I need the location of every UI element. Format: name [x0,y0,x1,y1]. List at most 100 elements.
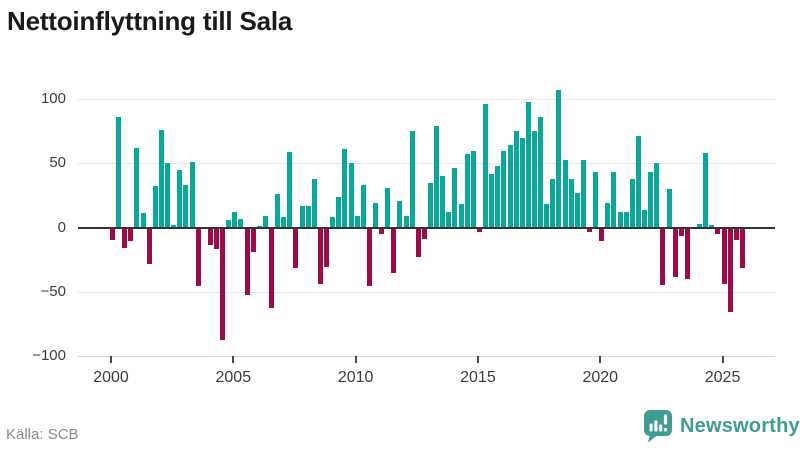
bar-2001-q2 [140,213,146,228]
bar-2024-q1 [697,223,703,228]
bar-2006-q3 [269,228,274,309]
bar-2004-q1 [207,228,213,246]
bar-2015-q1 [476,228,482,233]
bar-2002-q3 [171,224,177,228]
bar-2014-q1 [452,168,458,228]
bar-2007-q1 [281,217,287,228]
x-axis-label-2025: 2025 [704,369,741,386]
bar-2014-q3 [464,154,470,228]
bar-2019-q1 [574,192,580,228]
bar-2011-q2 [385,187,391,228]
bar-2022-q4 [666,189,672,228]
bar-2000-q2 [116,117,122,228]
newsworthy-icon [643,409,673,443]
bar-2009-q4 [348,163,354,228]
bar-2022-q1 [648,172,654,228]
bar-2023-q3 [684,228,690,279]
y-axis-label-0: 0 [57,218,66,236]
bar-2003-q1 [183,185,189,228]
bar-2006-q4 [275,194,281,228]
bar-2019-q4 [593,172,599,228]
bar-2013-q2 [434,126,440,228]
bar-2020-q2 [605,203,611,228]
bar-2018-q3 [562,159,568,228]
bar-2009-q1 [330,217,336,228]
gridline-y-50 [78,163,775,165]
bar-2019-q2 [580,159,586,228]
bar-2024-q3 [709,224,715,228]
zero-baseline [78,226,775,229]
bar-2009-q3 [342,149,348,228]
x-axis-tick-2025 [721,356,724,363]
bar-2012-q3 [415,228,421,257]
bar-2005-q4 [250,228,256,252]
x-axis-label-2000: 2000 [93,369,129,386]
x-axis-tick-2000 [110,356,112,363]
bar-2015-q3 [489,173,495,228]
bar-2020-q4 [617,212,623,228]
y-axis-label-50: 50 [49,154,66,172]
x-axis-tick-2015 [476,356,479,363]
bar-2008-q4 [324,228,330,267]
bar-2010-q1 [354,215,360,228]
bar-2018-q4 [568,178,574,228]
bar-2011-q3 [391,228,397,274]
bar-2012-q4 [421,228,427,239]
bar-2004-q4 [226,219,232,228]
y-axis-label--100: −100 [32,346,66,364]
bar-2017-q1 [525,101,531,228]
x-axis-tick-2020 [599,356,602,363]
bar-2013-q1 [428,182,433,228]
bar-2009-q2 [336,196,342,228]
bar-2011-q4 [397,200,403,228]
bar-2002-q2 [165,163,171,228]
bar-2020-q1 [599,228,605,242]
bar-2000-q3 [122,228,128,248]
bar-2016-q1 [501,150,507,228]
x-axis-tick-2005 [232,356,235,363]
chart-title: Nettoinflyttning till Sala [7,6,293,36]
bar-2014-q2 [458,204,464,228]
bar-2001-q1 [134,147,140,228]
bar-2022-q3 [660,228,666,285]
bar-2021-q2 [629,178,635,228]
y-axis-label-100: 100 [40,90,66,108]
bar-2020-q3 [611,172,617,228]
bar-2023-q2 [678,228,684,237]
bar-2018-q2 [556,90,562,228]
bar-2010-q3 [366,228,372,287]
bar-2022-q2 [654,163,660,228]
bar-2024-q4 [715,228,721,234]
bar-2010-q4 [372,203,378,228]
bar-2005-q2 [238,218,244,228]
bar-2025-q1 [721,228,727,284]
bar-2001-q4 [152,186,158,228]
x-axis-tick-2010 [354,356,357,363]
bar-2015-q4 [495,165,501,228]
bar-2008-q3 [317,228,323,284]
bar-2007-q4 [299,205,305,228]
bar-2002-q4 [177,169,183,228]
bar-2018-q1 [550,178,556,228]
bar-2013-q3 [440,176,446,228]
bar-2017-q4 [544,204,550,228]
x-axis-label-2015: 2015 [460,369,496,386]
bar-2012-q1 [403,215,409,228]
x-axis-label-2020: 2020 [582,369,619,386]
bar-2002-q1 [158,129,164,228]
bar-2025-q3 [733,228,739,241]
y-axis-label--50: −50 [40,282,66,300]
newsworthy-logo-link[interactable]: Newsworthy [643,409,800,443]
source-label: Källa: SCB [6,426,79,443]
bar-2011-q1 [379,228,385,234]
bar-2004-q3 [220,228,226,341]
gridline-y-100 [78,99,775,101]
bar-2021-q1 [623,212,629,228]
bar-2021-q3 [635,136,641,228]
bar-2017-q3 [538,117,544,228]
gridline-y--100 [78,355,775,357]
bar-2019-q3 [587,228,592,233]
gridline-y--50 [78,291,775,293]
bar-2023-q1 [672,228,678,278]
